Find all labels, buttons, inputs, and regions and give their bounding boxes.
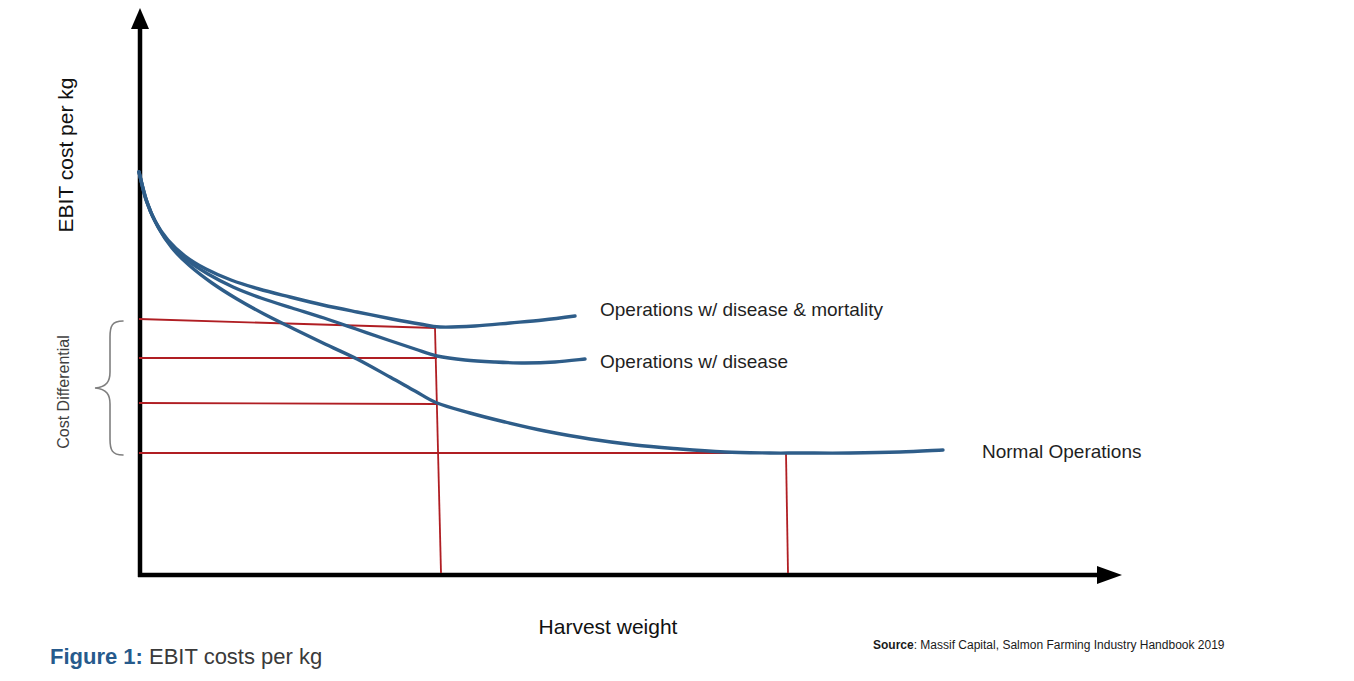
- figure-caption: Figure 1: EBIT costs per kg: [50, 644, 322, 670]
- harvest-weight-optimal-dropline: [786, 453, 788, 573]
- chart-canvas: [0, 0, 1354, 681]
- y-axis-label: EBIT cost per kg: [54, 78, 78, 233]
- figure-ebit-costs: EBIT cost per kg Cost Differential Opera…: [0, 0, 1354, 681]
- cost-differential-label: Cost Differential: [55, 335, 73, 449]
- curve-label-disease-mortality: Operations w/ disease & mortality: [600, 299, 883, 321]
- cost-line-normal-at-early-harvest: [139, 403, 436, 404]
- curve-operations-w-disease-mortality: [139, 172, 575, 327]
- figure-caption-text: EBIT costs per kg: [143, 644, 322, 669]
- source-note: Source: Massif Capital, Salmon Farming I…: [873, 638, 1225, 652]
- curve-label-normal-operations: Normal Operations: [982, 441, 1141, 463]
- x-axis-label: Harvest weight: [539, 615, 678, 639]
- figure-caption-number: Figure 1:: [50, 644, 143, 669]
- y-axis-arrow-icon: [131, 8, 149, 29]
- curve-label-disease: Operations w/ disease: [600, 351, 788, 373]
- x-axis-arrow-icon: [1097, 566, 1122, 584]
- source-note-text: : Massif Capital, Salmon Farming Industr…: [914, 638, 1225, 652]
- cost-differential-brace-icon: [95, 321, 123, 455]
- source-note-label: Source: [873, 638, 914, 652]
- harvest-weight-early-dropline: [435, 328, 441, 573]
